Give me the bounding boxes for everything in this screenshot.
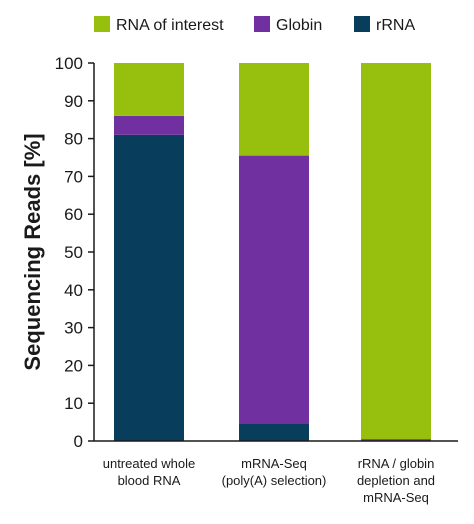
legend-swatch-rrna: [354, 16, 370, 32]
x-category-label-line: mRNA-Seq: [363, 490, 429, 505]
bar-segment-rna-of-interest-1: [114, 63, 184, 116]
y-tick-label-30: 30: [64, 319, 83, 338]
y-tick-label-10: 10: [64, 394, 83, 413]
x-axis: untreated whole blood RNA mRNA-Seq (poly(A)…: [94, 440, 458, 505]
y-tick-label-40: 40: [64, 281, 83, 300]
y-tick-label-20: 20: [64, 356, 83, 375]
bars: [114, 63, 431, 441]
bar-segment-rna-of-interest-3: [361, 63, 431, 440]
y-tick-label-0: 0: [74, 432, 83, 451]
legend-label-globin: Globin: [276, 17, 322, 34]
y-axis-title: Sequencing Reads [%]: [20, 133, 45, 370]
y-tick-label-70: 70: [64, 167, 83, 186]
x-category-label-line: untreated whole: [103, 456, 196, 471]
legend-label-rrna: rRNA: [376, 17, 415, 34]
x-category-label-line: rRNA / globin: [358, 456, 435, 471]
bar-segment-rna-of-interest-2: [239, 63, 309, 156]
y-tick-label-80: 80: [64, 130, 83, 149]
x-category-label-1: untreated whole blood RNA: [103, 456, 196, 488]
x-category-label-line: (poly(A) selection): [222, 473, 327, 488]
legend-label-rna-of-interest: RNA of interest: [116, 17, 224, 34]
x-category-label-line: depletion and: [357, 473, 435, 488]
x-category-label-line: mRNA-Seq: [241, 456, 307, 471]
y-axis: 0 10 20 30 40 50 60 70 80 90 100: [55, 54, 95, 451]
x-category-label-3: rRNA / globin depletion and mRNA-Seq: [357, 456, 435, 505]
bar-segment-globin-2: [239, 155, 309, 424]
x-category-label-line: blood RNA: [118, 473, 181, 488]
y-tick-label-90: 90: [64, 92, 83, 111]
legend-swatch-rna-of-interest: [94, 16, 110, 32]
x-category-label-2: mRNA-Seq (poly(A) selection): [222, 456, 327, 488]
bar-segment-globin-3: [361, 439, 431, 441]
y-tick-label-60: 60: [64, 205, 83, 224]
bar-segment-rrna-1: [114, 134, 184, 441]
bar-segment-globin-1: [114, 115, 184, 135]
y-tick-label-50: 50: [64, 243, 83, 262]
y-tick-label-100: 100: [55, 54, 83, 73]
legend-swatch-globin: [254, 16, 270, 32]
bar-segment-rrna-2: [239, 423, 309, 441]
legend: RNA of interest Globin rRNA: [94, 16, 415, 34]
